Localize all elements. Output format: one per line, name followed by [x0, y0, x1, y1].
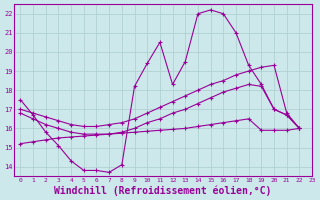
X-axis label: Windchill (Refroidissement éolien,°C): Windchill (Refroidissement éolien,°C) — [54, 185, 272, 196]
